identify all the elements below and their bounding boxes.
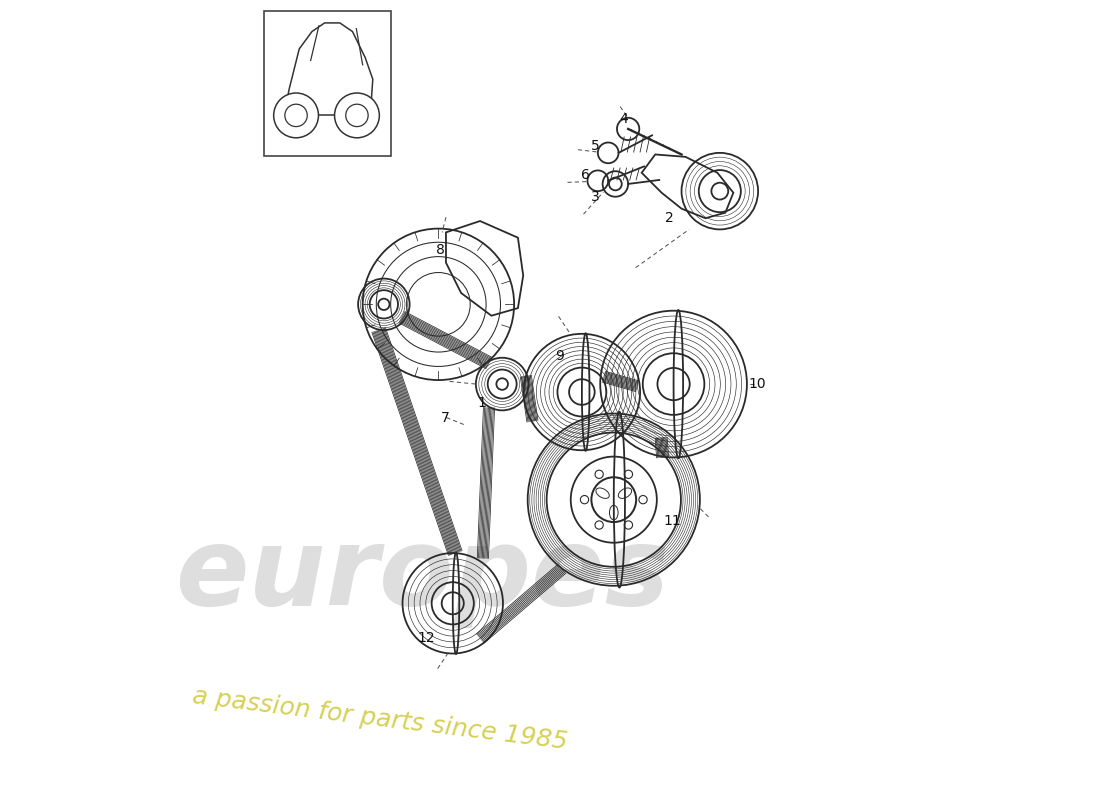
Text: a passion for parts since 1985: a passion for parts since 1985 [191, 684, 569, 754]
Text: 4: 4 [619, 112, 628, 126]
Text: 11: 11 [663, 514, 681, 528]
Text: 6: 6 [582, 168, 591, 182]
Text: 10: 10 [748, 377, 766, 391]
Text: 1: 1 [477, 396, 486, 410]
Text: 9: 9 [556, 349, 564, 363]
Bar [264, 11, 390, 156]
Text: 2: 2 [666, 211, 674, 226]
Circle shape [334, 93, 379, 138]
Text: 12: 12 [418, 630, 436, 645]
Text: europes: europes [175, 522, 670, 628]
Text: 5: 5 [591, 139, 600, 154]
Text: 7: 7 [440, 410, 449, 425]
Circle shape [274, 93, 319, 138]
Text: 8: 8 [436, 243, 444, 257]
Text: 3: 3 [591, 190, 600, 204]
